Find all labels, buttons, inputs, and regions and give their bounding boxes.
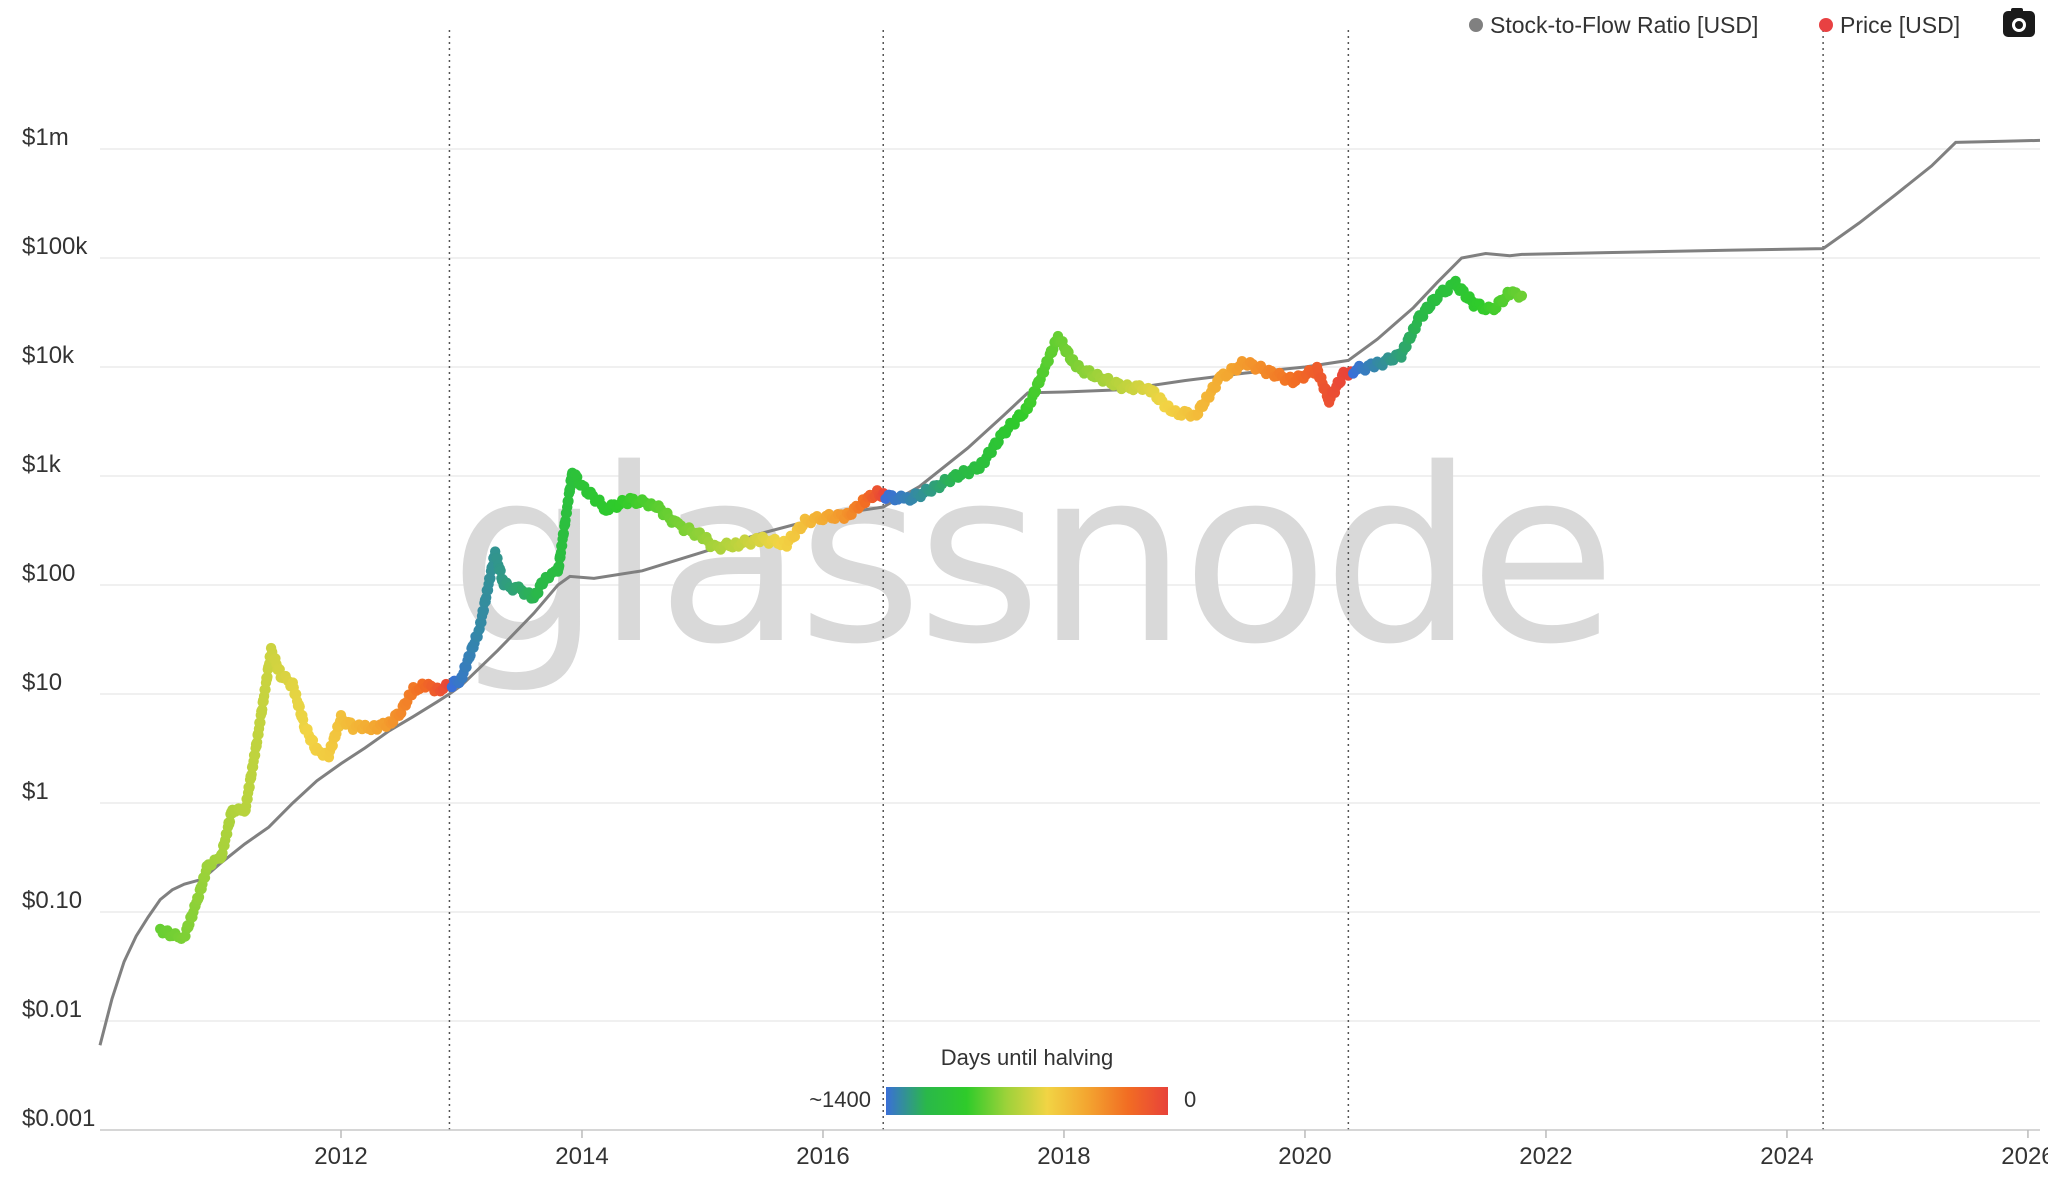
- y-tick-label: $0.01: [22, 996, 82, 1023]
- y-tick-label: $0.001: [22, 1105, 95, 1132]
- price-series: [155, 275, 1528, 944]
- x-tick-label: 2022: [1519, 1143, 1572, 1170]
- price-point: [565, 482, 576, 494]
- price-point: [1516, 290, 1528, 301]
- x-tick-label: 2026: [2001, 1143, 2048, 1170]
- y-tick-label: $1k: [22, 451, 62, 478]
- x-tick-label: 2016: [796, 1143, 849, 1170]
- stock-to-flow-line: [98, 138, 2041, 1046]
- price-point: [478, 605, 489, 616]
- y-tick-label: $1m: [22, 124, 69, 151]
- legend-label-stock-to-flow: Stock-to-Flow Ratio [USD]: [1490, 12, 1758, 38]
- colorbar-gradient: [886, 1087, 1168, 1115]
- x-tick-label: 2024: [1760, 1143, 1813, 1170]
- x-tick-label: 2014: [555, 1143, 608, 1170]
- legend-marker-price: [1819, 18, 1833, 32]
- camera-button[interactable]: [2003, 8, 2035, 37]
- y-tick-label: $10k: [22, 342, 75, 369]
- legend: Stock-to-Flow Ratio [USD] Price [USD]: [1469, 8, 2035, 38]
- legend-item-stock-to-flow[interactable]: Stock-to-Flow Ratio [USD]: [1469, 12, 1758, 38]
- price-point: [262, 671, 273, 683]
- watermark: glassnode: [449, 417, 1610, 697]
- halving-colorbar: Days until halving ~1400 0: [809, 1045, 1196, 1115]
- legend-marker-stock-to-flow: [1469, 18, 1483, 32]
- y-tick-label: $10: [22, 669, 62, 696]
- x-tick-label: 2018: [1037, 1143, 1090, 1170]
- y-tick-label: $100k: [22, 233, 88, 260]
- x-tick-label: 2020: [1278, 1143, 1331, 1170]
- price-point: [257, 704, 268, 715]
- x-tick-label: 2012: [314, 1143, 367, 1170]
- y-axis: $0.001 $0.01 $0.10 $1 $10 $100 $1k $10k $100k $1m: [22, 124, 95, 1132]
- legend-label-price: Price [USD]: [1840, 12, 1960, 38]
- x-axis: 2012 2014 2016 2018 2020 2022 2024 2026: [100, 1129, 2048, 1170]
- price-point: [558, 528, 569, 539]
- y-tick-label: $1: [22, 778, 49, 805]
- y-tick-label: $100: [22, 560, 75, 587]
- price-point: [554, 560, 565, 572]
- colorbar-title: Days until halving: [941, 1045, 1113, 1070]
- colorbar-min-label: ~1400: [809, 1087, 871, 1112]
- colorbar-max-label: 0: [1184, 1087, 1196, 1112]
- price-point: [274, 664, 285, 675]
- price-point: [495, 565, 506, 576]
- y-tick-label: $0.10: [22, 887, 82, 914]
- chart-grid: [100, 148, 2040, 1131]
- legend-item-price[interactable]: Price [USD]: [1819, 12, 1960, 38]
